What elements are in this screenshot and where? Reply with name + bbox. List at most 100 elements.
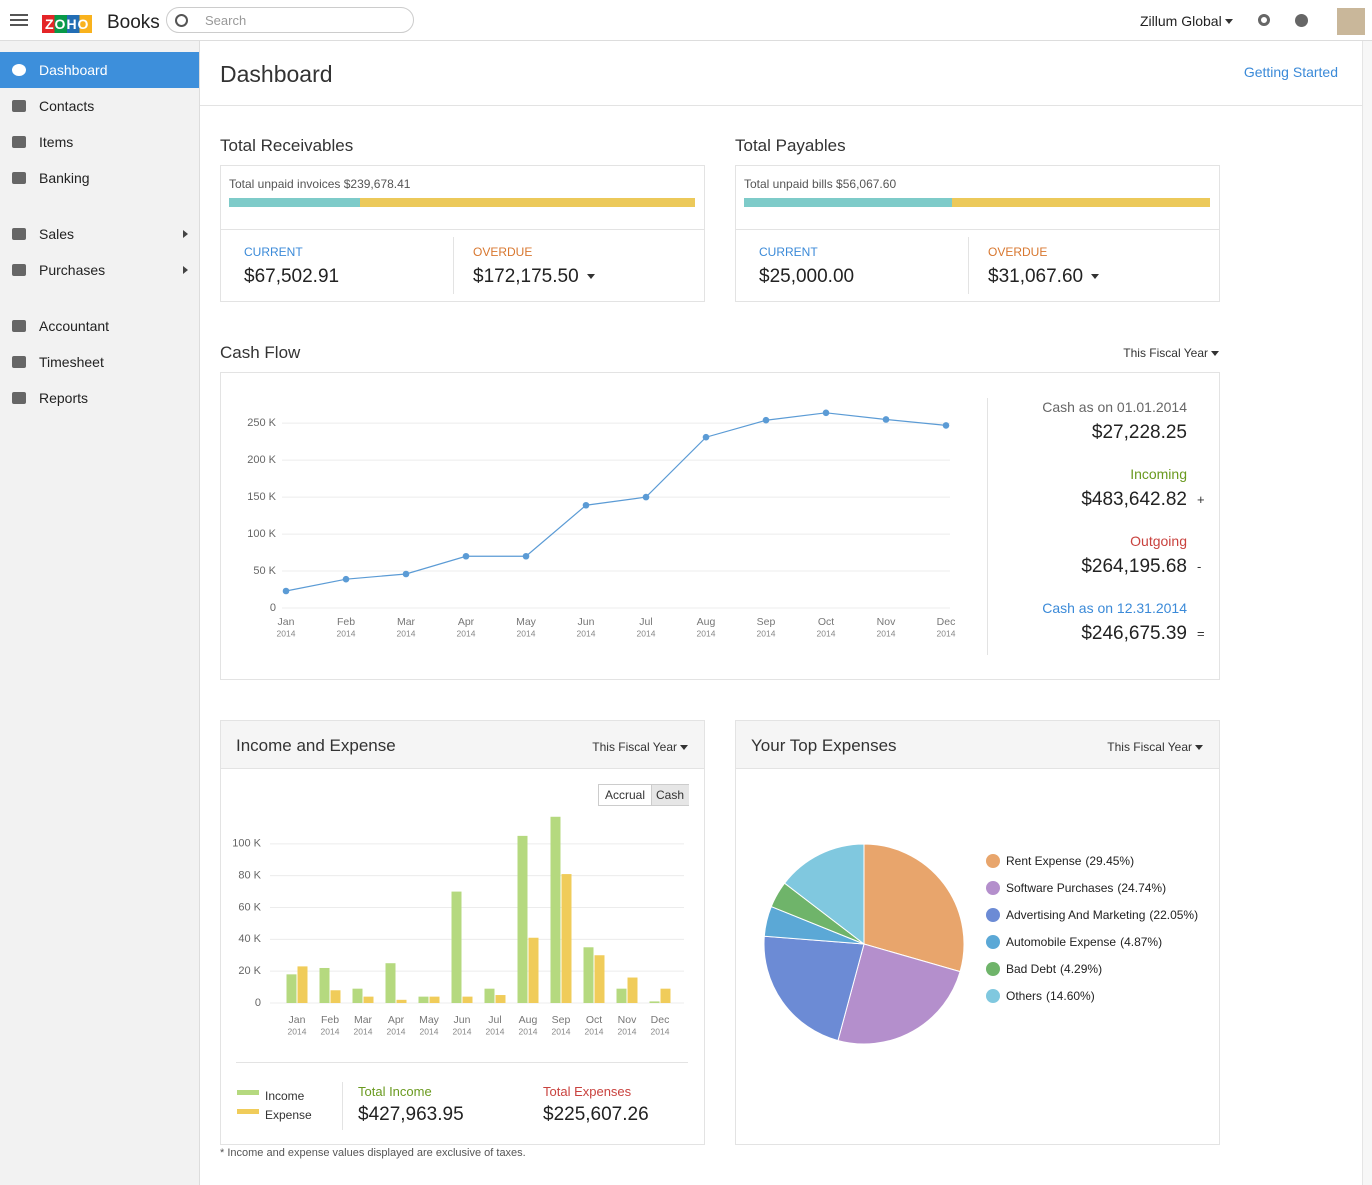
card (735, 165, 1220, 302)
overdue-bar (951, 198, 1210, 207)
summary-amount: $27,228.25 (1091, 421, 1187, 443)
legend-value: (14.60%) (1046, 989, 1095, 1003)
overdue-amount[interactable]: $31,067.60 (988, 265, 1084, 287)
sidebar-icon (12, 264, 26, 276)
card-divider (453, 237, 454, 294)
current-label: CURRENT (759, 245, 818, 259)
overdue-amount[interactable]: $172,175.50 (473, 265, 579, 287)
summary-amount: $246,675.39 (1081, 622, 1187, 644)
legend-row: Advertising And Marketing (22.05%) (1006, 908, 1205, 923)
sidebar-item[interactable]: Timesheet (39, 354, 104, 370)
card-divider (968, 237, 969, 294)
legend-label: Software Purchases (1006, 881, 1114, 895)
logo: ZOHO (42, 15, 93, 33)
dropdown-caret[interactable] (587, 274, 595, 279)
sidebar-item[interactable]: Purchases (39, 262, 106, 278)
summary-label: Cash as on 12.31.2014 (1042, 600, 1187, 616)
overdue-label: OVERDUE (473, 245, 533, 259)
legend-row: Others (14.60%) (1006, 989, 1205, 1004)
getting-started-link[interactable]: Getting Started (1243, 64, 1338, 80)
card-divider (220, 229, 705, 230)
period-select[interactable]: This Fiscal Year (1123, 346, 1208, 360)
dropdown-caret[interactable] (680, 745, 688, 750)
org-name[interactable]: Zillum Global (1140, 13, 1222, 29)
sidebar (0, 41, 200, 1185)
summary-sign: + (1197, 491, 1205, 507)
dropdown-caret[interactable] (1225, 19, 1233, 24)
total-amount: $225,607.26 (543, 1103, 649, 1125)
dropdown-caret[interactable] (1091, 274, 1099, 279)
legend-row: Bad Debt (4.29%) (1006, 962, 1205, 977)
legend-divider (342, 1082, 343, 1130)
unpaid-summary: Total unpaid bills $56,067.60 (744, 177, 897, 191)
overdue-bar (360, 198, 695, 207)
unpaid-summary: Total unpaid invoices $239,678.41 (229, 177, 411, 191)
search-placeholder[interactable]: Search (205, 12, 247, 28)
legend-value: (22.05%) (1149, 908, 1199, 922)
sidebar-item[interactable]: Items (39, 134, 74, 150)
legend-label: Rent Expense (1006, 854, 1082, 868)
card-header (221, 721, 704, 769)
current-label: CURRENT (244, 245, 303, 259)
overdue-label: OVERDUE (988, 245, 1048, 259)
summary-label: Outgoing (1130, 533, 1187, 549)
brand: Books (107, 11, 160, 33)
summary-label: Incoming (1130, 466, 1187, 482)
period-select[interactable]: This Fiscal Year (1107, 740, 1192, 754)
legend-label: Income (265, 1089, 305, 1103)
sidebar-active (0, 52, 199, 88)
sidebar-item[interactable]: Banking (39, 170, 90, 186)
sidebar-icon (12, 392, 26, 404)
avatar[interactable] (1337, 8, 1365, 35)
section-title: Your Top Expenses (751, 735, 897, 755)
dropdown-caret[interactable] (1211, 351, 1219, 356)
title-divider (200, 105, 1362, 106)
legend-swatch (237, 1090, 259, 1095)
sidebar-icon (12, 320, 26, 332)
dropdown-caret[interactable] (1195, 745, 1203, 750)
toggle-button[interactable]: Accrual (605, 788, 646, 802)
settings-icon[interactable] (1258, 14, 1270, 26)
current-bar (229, 198, 361, 207)
legend-label: Automobile Expense (1006, 935, 1117, 949)
card-title: Total Receivables (220, 135, 354, 155)
card (220, 720, 705, 1145)
section-title: Cash Flow (220, 342, 301, 362)
sidebar-icon (12, 136, 26, 148)
period-select[interactable]: This Fiscal Year (592, 740, 677, 754)
sidebar-item[interactable]: Sales (39, 226, 75, 242)
card-divider (735, 229, 1220, 230)
card-header (736, 721, 1219, 769)
summary-amount: $483,642.82 (1081, 488, 1187, 510)
total-label: Total Expenses (543, 1083, 632, 1099)
legend-row: Rent Expense (29.45%) (1006, 854, 1205, 869)
section-title: Income and Expense (236, 735, 396, 755)
summary-divider (987, 398, 988, 655)
current-bar (744, 198, 952, 207)
legend-label: Expense (265, 1108, 312, 1122)
toggle-button[interactable]: Cash (656, 788, 685, 802)
current-amount: $25,000.00 (759, 265, 855, 287)
sidebar-item[interactable]: Accountant (39, 318, 110, 334)
submenu-arrow (183, 266, 188, 274)
sidebar-item[interactable]: Reports (39, 390, 89, 406)
legend-value: (24.74%) (1117, 881, 1167, 895)
top-bar (0, 0, 1372, 41)
toggle-active (651, 785, 689, 805)
legend-value: (4.29%) (1060, 962, 1103, 976)
legend-divider (236, 1062, 688, 1063)
sidebar-item[interactable]: Dashboard (39, 62, 108, 78)
sidebar-item[interactable]: Contacts (39, 98, 95, 114)
legend-label: Bad Debt (1006, 962, 1057, 976)
legend-swatch (237, 1109, 259, 1114)
help-icon[interactable] (1295, 14, 1308, 27)
submenu-arrow (183, 230, 188, 238)
legend-value: (29.45%) (1085, 854, 1135, 868)
menu-icon[interactable] (10, 14, 28, 16)
scrollbar[interactable] (1362, 41, 1372, 1185)
search-box[interactable] (166, 7, 414, 33)
legend-row: Automobile Expense (4.87%) (1006, 935, 1205, 950)
legend-label: Advertising And Marketing (1006, 908, 1146, 922)
sidebar-icon (12, 356, 26, 368)
